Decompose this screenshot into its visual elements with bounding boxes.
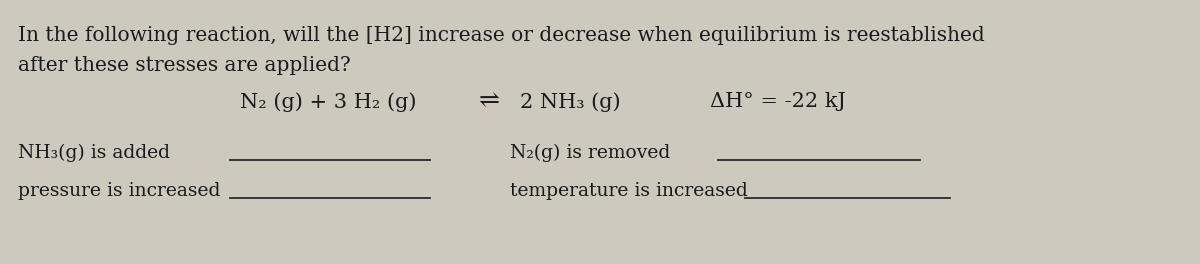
Text: In the following reaction, will the [H2] increase or decrease when equilibrium i: In the following reaction, will the [H2]… — [18, 26, 985, 45]
Text: after these stresses are applied?: after these stresses are applied? — [18, 56, 350, 75]
Text: NH₃(g) is added: NH₃(g) is added — [18, 144, 170, 162]
Text: ⇌: ⇌ — [478, 90, 499, 113]
Text: N₂ (g) + 3 H₂ (g): N₂ (g) + 3 H₂ (g) — [240, 92, 416, 112]
Text: pressure is increased: pressure is increased — [18, 182, 221, 200]
Text: 2 NH₃ (g): 2 NH₃ (g) — [520, 92, 620, 112]
Text: N₂(g) is removed: N₂(g) is removed — [510, 144, 671, 162]
Text: temperature is increased: temperature is increased — [510, 182, 748, 200]
Text: ΔH° = -22 kJ: ΔH° = -22 kJ — [710, 92, 846, 111]
